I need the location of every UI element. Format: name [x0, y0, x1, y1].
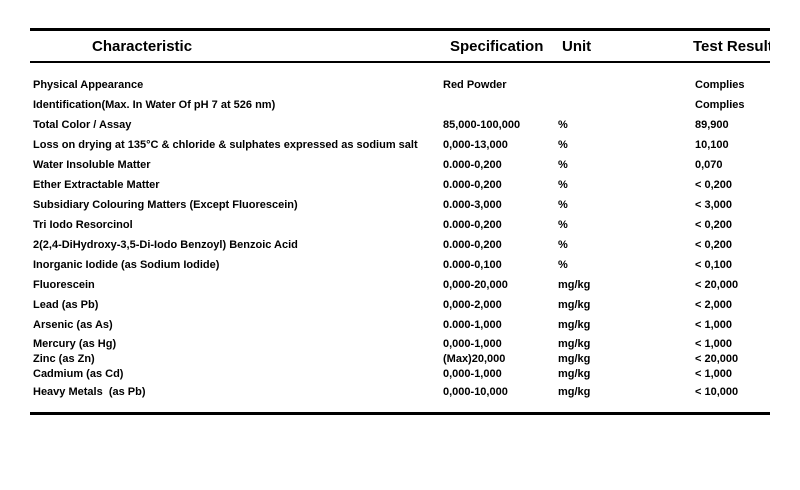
table-header-rule: [30, 61, 770, 63]
unit-cell: mg/kg: [558, 367, 591, 380]
specification-cell: 0,000-13,000: [443, 139, 508, 151]
specification-cell: 0,000-20,000: [443, 279, 508, 291]
table-row: Tri Iodo Resorcinol 0.000-0,200 % < 0,20…: [30, 215, 770, 235]
table-bottom-rule: [30, 412, 770, 415]
specification-cell: 0,000-1,000: [443, 367, 502, 380]
unit-cell: mg/kg: [558, 279, 591, 291]
unit-cell: %: [558, 119, 568, 131]
table-row: Lead (as Pb) 0,000-2,000 mg/kg < 2,000: [30, 295, 770, 315]
characteristic-cell: Fluorescein: [33, 279, 95, 291]
unit-cell: mg/kg: [558, 319, 591, 331]
table-row: Water Insoluble Matter 0.000-0,200 % 0,0…: [30, 155, 770, 175]
specification-cell: (Max)20,000: [443, 353, 506, 365]
result-cell: < 3,000: [695, 199, 733, 211]
characteristic-cell: Ether Extractable Matter: [33, 179, 160, 191]
table-row: Cadmium (as Cd) 0,000-1,000 mg/kg < 1,00…: [30, 366, 770, 381]
result-cell: < 0,100: [695, 259, 733, 271]
unit-cell: %: [558, 199, 568, 211]
table-row: Physical Appearance Red Powder Complies: [30, 75, 770, 95]
characteristic-cell: Loss on drying at 135°C & chloride & sul…: [33, 139, 418, 151]
characteristic-cell: Identification(Max. In Water Of pH 7 at …: [33, 99, 276, 111]
characteristic-cell: Inorganic Iodide (as Sodium Iodide): [33, 259, 220, 271]
specification-cell: 85,000-100,000: [443, 119, 521, 131]
characteristic-cell: Mercury (as Hg): [33, 337, 117, 350]
header-unit: Unit: [562, 37, 592, 55]
result-cell: < 0,200: [695, 219, 733, 231]
specification-cell: 0.000-0,100: [443, 259, 502, 271]
unit-cell: %: [558, 159, 568, 171]
result-cell: < 1,000: [695, 319, 733, 331]
table-row: Ether Extractable Matter 0.000-0,200 % <…: [30, 175, 770, 195]
specification-cell: 0,000-1,000: [443, 337, 502, 350]
characteristic-cell: Total Color / Assay: [33, 119, 132, 131]
result-cell: 89,900: [695, 119, 729, 131]
result-cell: Complies: [695, 79, 745, 91]
unit-cell: %: [558, 139, 568, 151]
table-header-row: Characteristic Specification Unit Test R…: [30, 31, 770, 61]
header-characteristic: Characteristic: [92, 37, 193, 55]
specification-cell: 0.000-0,200: [443, 179, 502, 191]
specification-cell: 0.000-1,000: [443, 319, 502, 331]
table-row: 2(2,4-DiHydroxy-3,5-Di-Iodo Benzoyl) Ben…: [30, 235, 770, 255]
characteristic-cell: Arsenic (as As): [33, 319, 113, 331]
result-cell: < 2,000: [695, 299, 733, 311]
table-row: Zinc (as Zn) (Max)20,000 mg/kg < 20,000: [30, 352, 770, 366]
table-row: Fluorescein 0,000-20,000 mg/kg < 20,000: [30, 275, 770, 295]
specification-cell: 0,000-2,000: [443, 299, 502, 311]
result-cell: 0,070: [695, 159, 723, 171]
unit-cell: mg/kg: [558, 353, 591, 365]
specification-cell: 0.000-3,000: [443, 199, 502, 211]
table-row: Subsidiary Colouring Matters (Except Flu…: [30, 195, 770, 215]
unit-cell: %: [558, 219, 568, 231]
result-cell: < 20,000: [695, 353, 739, 365]
specification-cell: 0,000-10,000: [443, 385, 508, 398]
result-cell: < 1,000: [695, 367, 733, 380]
specification-cell: 0.000-0,200: [443, 159, 502, 171]
header-specification: Specification: [450, 37, 544, 55]
unit-cell: mg/kg: [558, 299, 591, 311]
characteristic-cell: 2(2,4-DiHydroxy-3,5-Di-Iodo Benzoyl) Ben…: [33, 239, 298, 251]
table-row: Arsenic (as As) 0.000-1,000 mg/kg < 1,00…: [30, 315, 770, 335]
characteristic-cell: Tri Iodo Resorcinol: [33, 219, 133, 231]
result-cell: < 20,000: [695, 279, 739, 291]
unit-cell: %: [558, 259, 568, 271]
characteristic-cell: Cadmium (as Cd): [33, 367, 124, 380]
table-row: Identification(Max. In Water Of pH 7 at …: [30, 95, 770, 115]
header-test-results: Test Results: [693, 37, 770, 55]
result-cell: < 1,000: [695, 337, 733, 350]
specification-cell: 0.000-0,200: [443, 219, 502, 231]
specification-cell: Red Powder: [443, 79, 507, 91]
characteristic-cell: Lead (as Pb): [33, 299, 99, 311]
table-body: Physical Appearance Red Powder Complies …: [30, 62, 770, 402]
characteristic-cell: Zinc (as Zn): [33, 353, 95, 365]
unit-cell: mg/kg: [558, 385, 591, 398]
specification-cell: 0.000-0,200: [443, 239, 502, 251]
characteristic-cell: Subsidiary Colouring Matters (Except Flu…: [33, 199, 298, 211]
table-row: Mercury (as Hg) 0,000-1,000 mg/kg < 1,00…: [30, 335, 770, 352]
characteristic-cell: Water Insoluble Matter: [33, 159, 151, 171]
result-cell: < 10,000: [695, 385, 739, 398]
table-row: Loss on drying at 135°C & chloride & sul…: [30, 135, 770, 155]
table-row: Inorganic Iodide (as Sodium Iodide) 0.00…: [30, 255, 770, 275]
table-row: Total Color / Assay 85,000-100,000 % 89,…: [30, 115, 770, 135]
table-top-rule: [30, 28, 770, 31]
characteristic-cell: Heavy Metals (as Pb): [33, 385, 146, 398]
unit-cell: %: [558, 239, 568, 251]
table-row: Heavy Metals (as Pb) 0,000-10,000 mg/kg …: [30, 381, 770, 402]
result-cell: < 0,200: [695, 179, 733, 191]
result-cell: Complies: [695, 99, 745, 111]
unit-cell: %: [558, 179, 568, 191]
unit-cell: mg/kg: [558, 337, 591, 350]
result-cell: < 0,200: [695, 239, 733, 251]
characteristic-cell: Physical Appearance: [33, 79, 144, 91]
result-cell: 10,100: [695, 139, 729, 151]
